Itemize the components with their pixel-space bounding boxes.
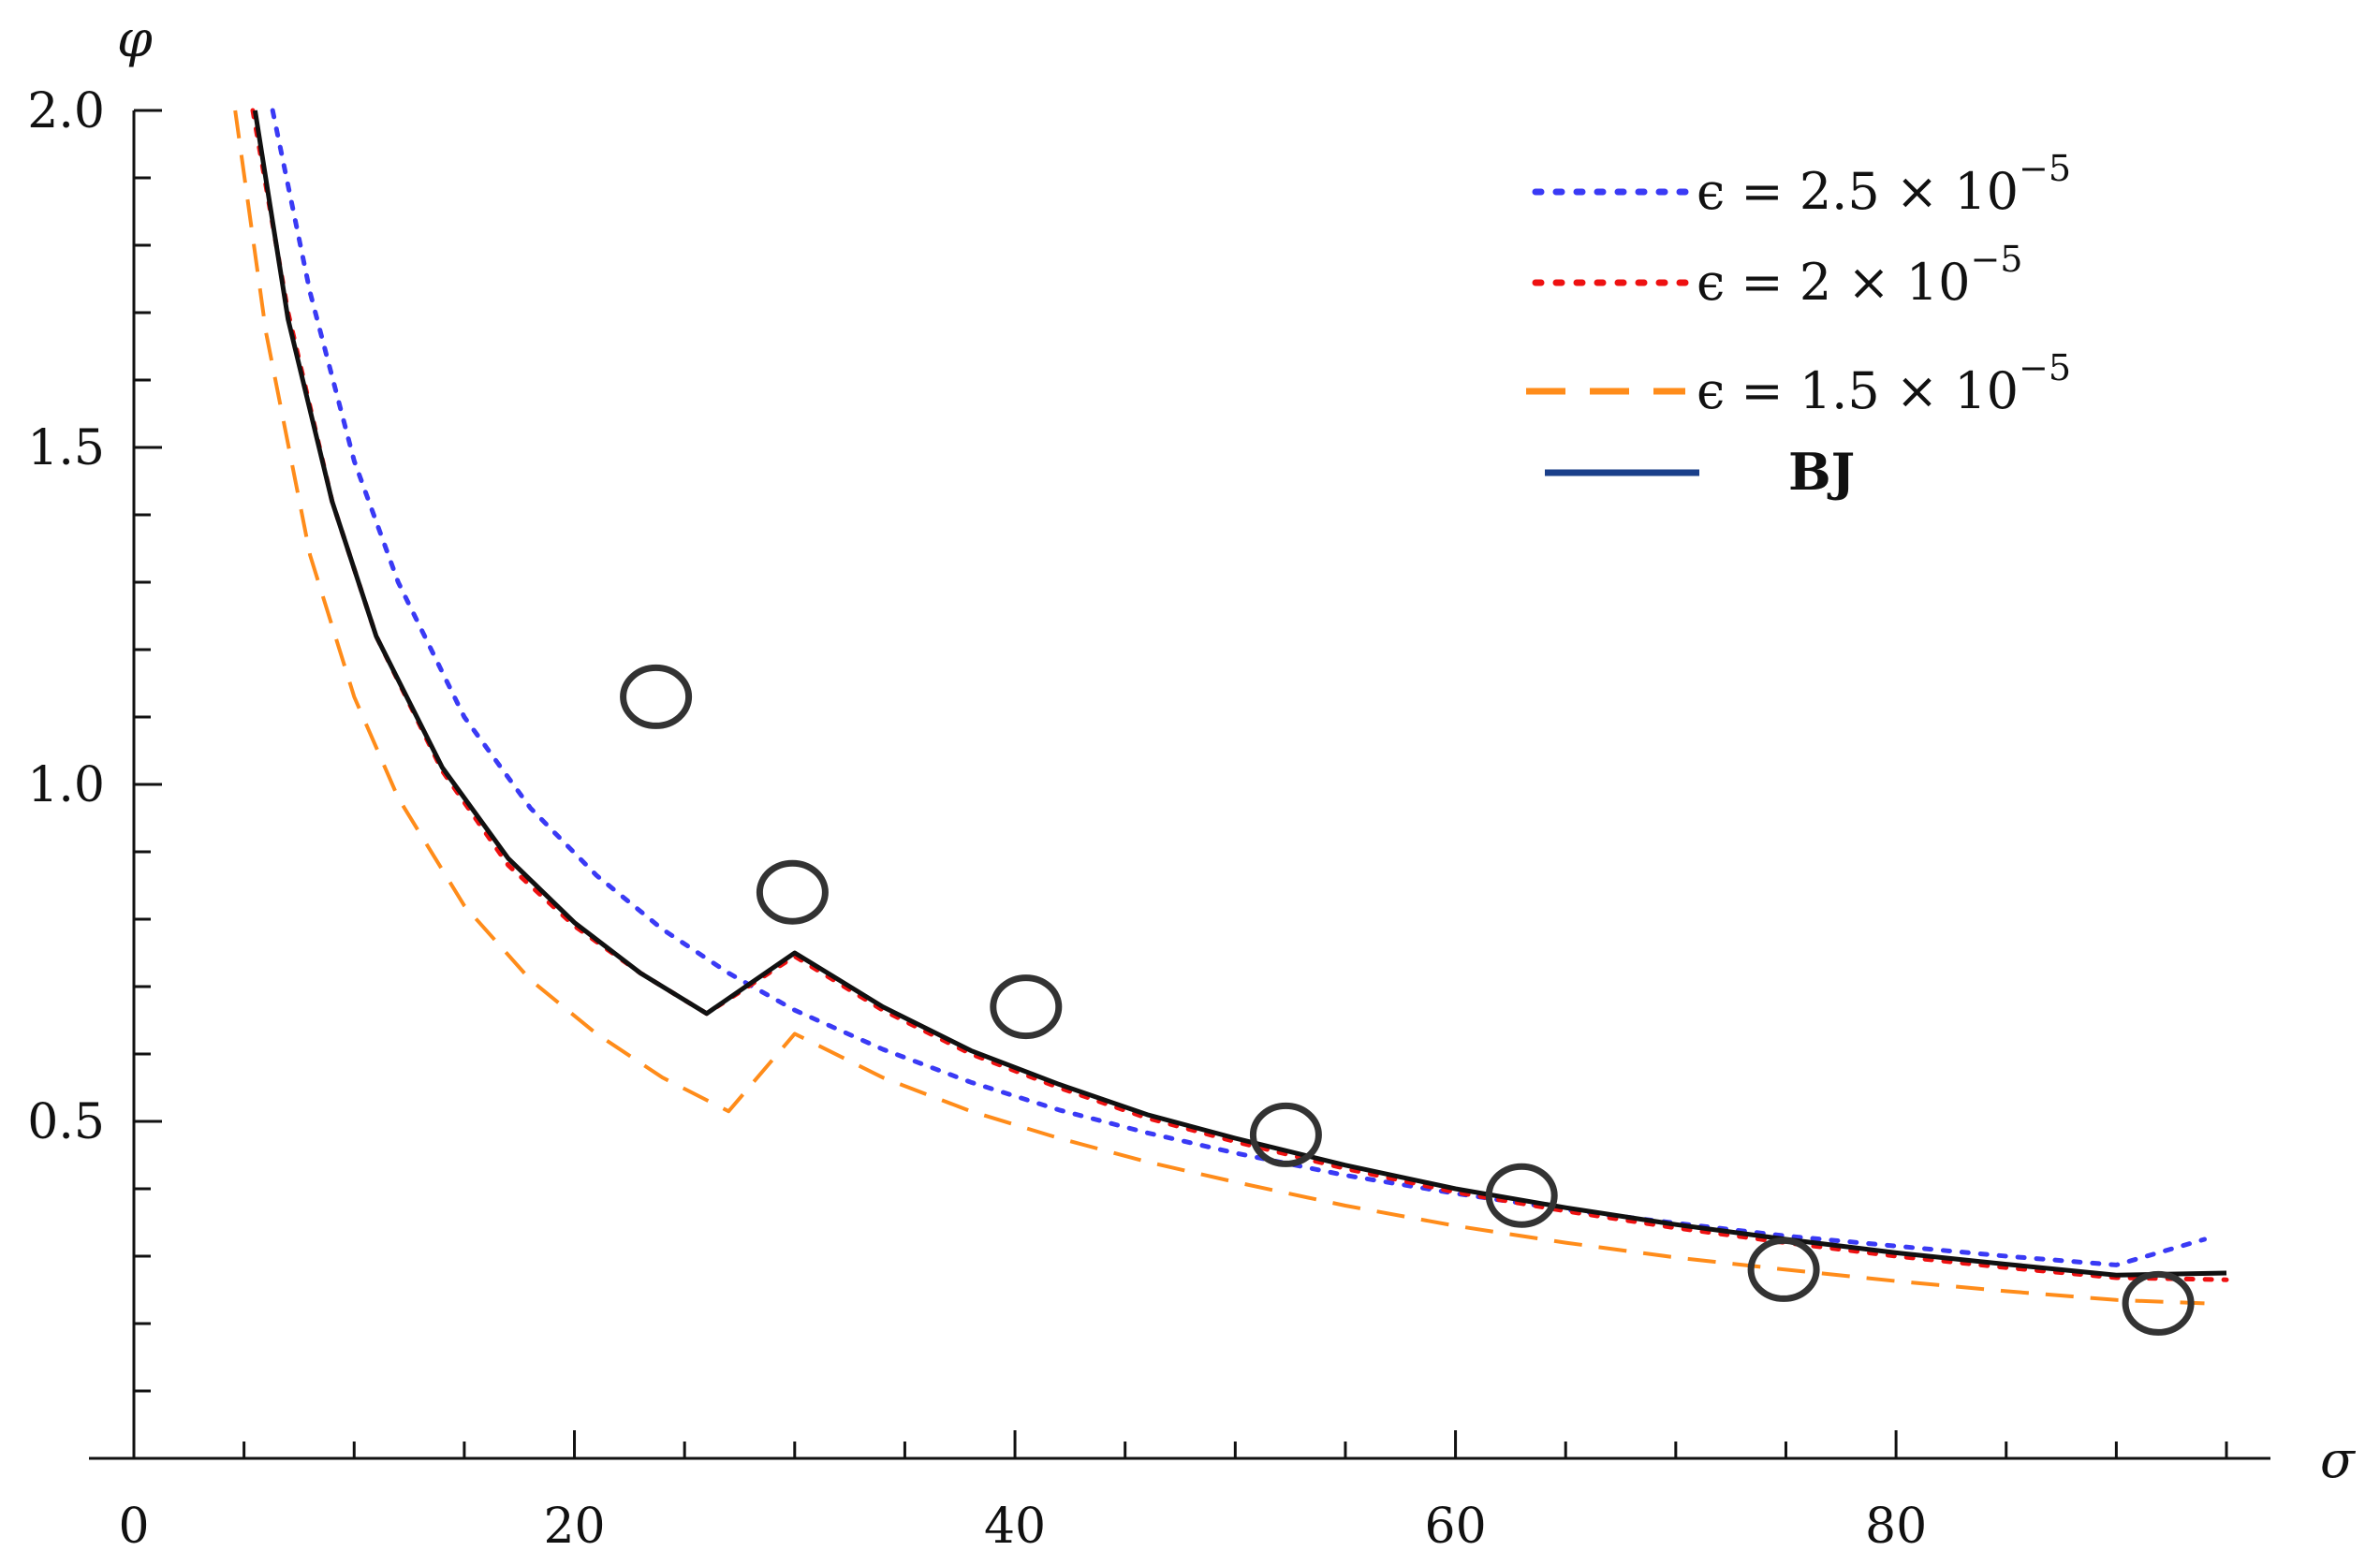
- legend-label-text: ϵ = 2 × 10: [1697, 253, 1970, 312]
- x-axis-label: σ: [2320, 1430, 2357, 1489]
- legend-label-text: BJ: [1788, 442, 1855, 502]
- series-line-4: [252, 110, 2227, 1278]
- data-marker-2: [756, 859, 829, 925]
- data-marker-6: [1747, 1237, 1820, 1302]
- axes: 0 20 40 60 80 0.5 1.0 1.5 2.0φ σ: [27, 9, 2357, 1555]
- y-tick-label: 1.5: [27, 420, 105, 476]
- legend-label-3: ϵ = 1.5 × 10−5: [1697, 347, 2071, 420]
- curves: [233, 108, 2229, 1306]
- legend-label-exponent: −5: [1970, 239, 2022, 280]
- data-marker-5: [1485, 1163, 1558, 1228]
- legend-label-4: BJ: [1788, 442, 1855, 502]
- x-tick-label: 60: [1424, 1499, 1486, 1555]
- series-line-3: [233, 110, 2205, 1306]
- legend-label-text: ϵ = 1.5 × 10: [1697, 361, 2019, 420]
- legend-label-exponent: −5: [2019, 347, 2071, 388]
- data-marker-7: [2122, 1270, 2195, 1336]
- data-marker-1: [620, 664, 693, 729]
- data-markers: [620, 664, 2195, 1336]
- series-line-2: [250, 108, 2229, 1282]
- y-tick-label: 0.5: [27, 1094, 105, 1150]
- legend-label-exponent: −5: [2019, 148, 2071, 189]
- x-tick-label: 0: [118, 1499, 149, 1555]
- data-marker-4: [1249, 1102, 1322, 1167]
- y-tick-label: 1.0: [27, 757, 105, 813]
- x-tick-label: 40: [984, 1499, 1046, 1555]
- data-marker-3: [990, 974, 1063, 1040]
- legend: ϵ = 2.5 × 10−5ϵ = 2 × 10−5ϵ = 1.5 × 10−5…: [1526, 148, 2071, 502]
- legend-label-2: ϵ = 2 × 10−5: [1697, 239, 2023, 312]
- legend-label-1: ϵ = 2.5 × 10−5: [1697, 148, 2071, 221]
- x-tick-label: 20: [543, 1499, 605, 1555]
- y-axis-label: φ: [117, 9, 153, 68]
- legend-label-text: ϵ = 2.5 × 10: [1697, 162, 2019, 221]
- y-tick-label: 2.0: [27, 83, 105, 139]
- x-tick-label: 80: [1865, 1499, 1927, 1555]
